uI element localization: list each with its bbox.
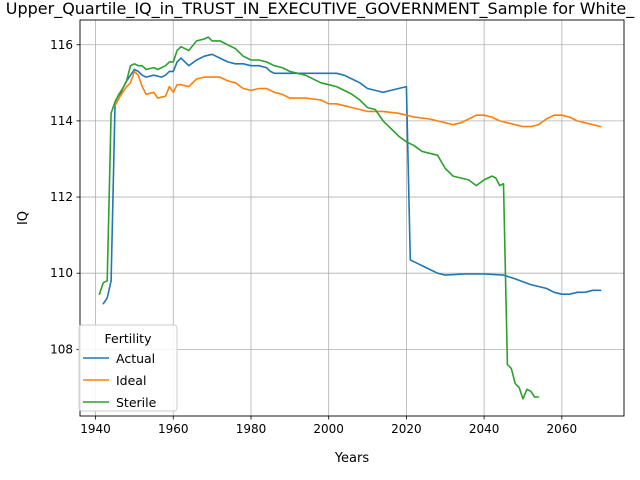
legend-label-actual: Actual [116,351,155,366]
y-tick-label: 112 [50,190,73,204]
x-tick-label: 2020 [391,422,422,436]
x-tick-label: 2000 [313,422,344,436]
legend-label-ideal: Ideal [116,373,146,388]
y-tick-label: 108 [50,342,73,356]
chart-title: Upper_Quartile_IQ_in_TRUST_IN_EXECUTIVE_… [6,0,635,19]
x-tick-label: 1980 [236,422,267,436]
y-tick-label: 116 [50,38,73,52]
legend-title: Fertility [105,331,153,346]
legend: Fertility Actual Ideal Sterile [79,325,177,411]
y-tick-label: 114 [50,114,73,128]
x-tick-label: 2040 [469,422,500,436]
x-tick-label: 1960 [158,422,189,436]
y-axis-label: IQ [16,211,31,225]
y-tick-label: 110 [50,266,73,280]
x-axis-label: Years [334,451,370,466]
legend-label-sterile: Sterile [116,395,157,410]
x-tick-label: 1940 [80,422,111,436]
x-tick-label: 2060 [547,422,578,436]
